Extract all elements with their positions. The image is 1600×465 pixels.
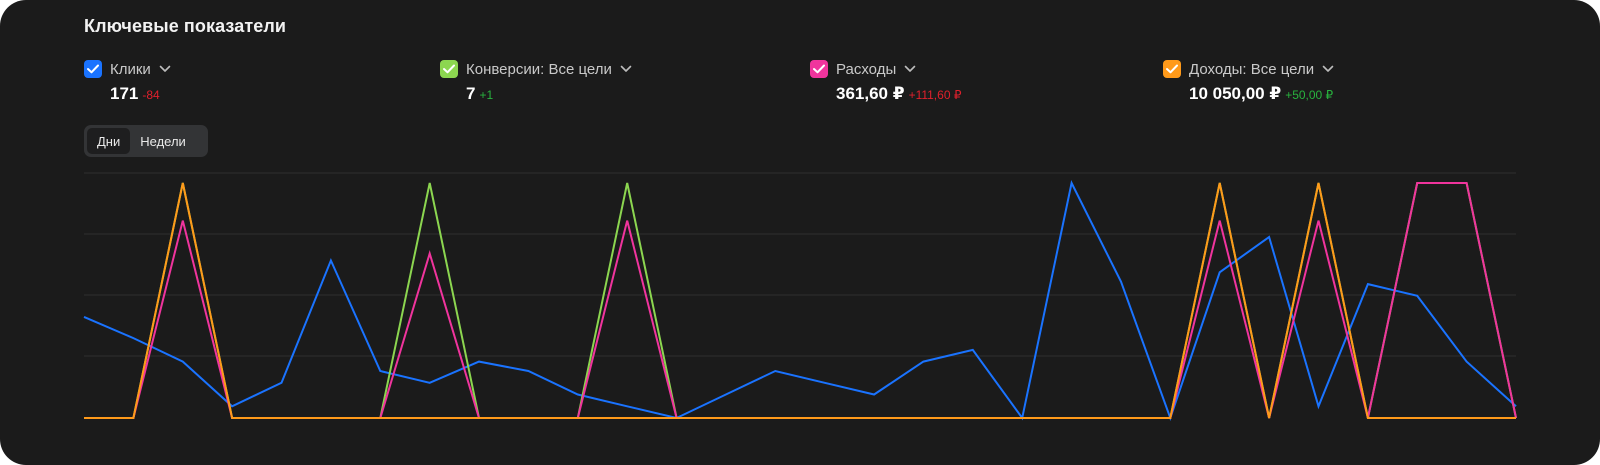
conversions-value: 7: [466, 84, 476, 103]
series-line-1[interactable]: [83, 179, 1517, 422]
spend-delta: +111,60 ₽: [908, 88, 962, 102]
metric-spend: Расходы 361,60 ₽ +111,60 ₽: [810, 58, 961, 104]
chevron-down-icon[interactable]: [904, 65, 916, 73]
chevron-down-icon[interactable]: [620, 65, 632, 73]
check-icon: [813, 64, 825, 74]
revenue-delta: +50,00 ₽: [1285, 88, 1334, 102]
conversions-label[interactable]: Конверсии: Все цели: [466, 60, 612, 78]
conversions-checkbox[interactable]: [440, 60, 458, 78]
toggle-weeks-button[interactable]: Недели: [140, 133, 186, 149]
spend-value: 361,60 ₽: [836, 84, 905, 103]
chevron-down-icon[interactable]: [159, 65, 171, 73]
clicks-checkbox[interactable]: [84, 60, 102, 78]
revenue-checkbox[interactable]: [1163, 60, 1181, 78]
metric-conversions: Конверсии: Все цели 7 +1: [440, 58, 632, 104]
period-toggle: Дни Недели: [84, 125, 208, 157]
revenue-value: 10 050,00 ₽: [1189, 84, 1282, 103]
spend-checkbox[interactable]: [810, 60, 828, 78]
chevron-down-icon[interactable]: [1322, 65, 1334, 73]
metric-revenue: Доходы: Все цели 10 050,00 ₽ +50,00 ₽: [1163, 58, 1334, 104]
spend-label[interactable]: Расходы: [836, 60, 897, 78]
revenue-label[interactable]: Доходы: Все цели: [1189, 60, 1315, 78]
check-icon: [1166, 64, 1178, 74]
clicks-label[interactable]: Клики: [110, 60, 151, 78]
series-line-3[interactable]: [84, 182, 1517, 419]
check-icon: [87, 64, 99, 74]
clicks-value: 171: [110, 84, 139, 103]
check-icon: [443, 64, 455, 74]
clicks-delta: -84: [142, 88, 160, 102]
series-line-2[interactable]: [84, 182, 1517, 419]
card-title: Ключевые показатели: [84, 16, 287, 36]
toggle-days-button[interactable]: Дни: [87, 128, 131, 154]
conversions-delta: +1: [479, 88, 494, 102]
series-line-4[interactable]: [84, 182, 1516, 419]
metric-clicks: Клики 171 -84: [84, 58, 171, 104]
